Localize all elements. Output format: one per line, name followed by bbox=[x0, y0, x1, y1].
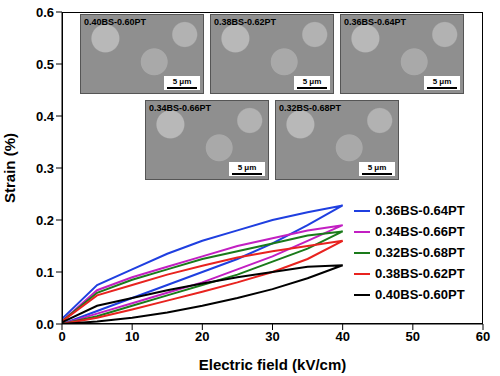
html-text:5 μm: 5 μm bbox=[432, 77, 452, 86]
html-text:0.38BS-0.62PT: 0.38BS-0.62PT bbox=[214, 17, 276, 27]
svg-text:0.3: 0.3 bbox=[36, 161, 54, 176]
svg-text:0.6: 0.6 bbox=[36, 5, 54, 20]
svg-text:0: 0 bbox=[58, 329, 65, 344]
svg-text:0.0: 0.0 bbox=[36, 317, 54, 332]
svg-text:40: 40 bbox=[335, 329, 349, 344]
html-text:5 μm: 5 μm bbox=[367, 163, 387, 172]
svg-text:0.2: 0.2 bbox=[36, 213, 54, 228]
html-text:5 μm: 5 μm bbox=[237, 163, 257, 172]
svg-text:Electric field (kV/cm): Electric field (kV/cm) bbox=[199, 356, 347, 373]
svg-text:30: 30 bbox=[265, 329, 279, 344]
html-text:0.40BS-0.60PT: 0.40BS-0.60PT bbox=[375, 287, 465, 302]
svg-text:0.1: 0.1 bbox=[36, 265, 54, 280]
html-text:0.32BS-0.68PT: 0.32BS-0.68PT bbox=[375, 245, 465, 260]
svg-text:0.4: 0.4 bbox=[36, 109, 55, 124]
html-text:0.36BS-0.64PT: 0.36BS-0.64PT bbox=[375, 203, 465, 218]
svg-text:Strain (%): Strain (%) bbox=[1, 133, 18, 203]
svg-text:60: 60 bbox=[476, 329, 490, 344]
svg-text:20: 20 bbox=[195, 329, 209, 344]
html-text:5 μm: 5 μm bbox=[172, 77, 192, 86]
html-text:0.34BS-0.66PT: 0.34BS-0.66PT bbox=[149, 103, 211, 113]
html-text:0.34BS-0.66PT: 0.34BS-0.66PT bbox=[375, 224, 465, 239]
svg-text:50: 50 bbox=[406, 329, 420, 344]
html-text:0.36BS-0.64PT: 0.36BS-0.64PT bbox=[344, 17, 406, 27]
svg-text:0.5: 0.5 bbox=[36, 57, 54, 72]
html-text:0.38BS-0.62PT: 0.38BS-0.62PT bbox=[375, 266, 465, 281]
html-text:0.32BS-0.68PT: 0.32BS-0.68PT bbox=[279, 103, 341, 113]
html-text:0.40BS-0.60PT: 0.40BS-0.60PT bbox=[84, 17, 146, 27]
svg-text:10: 10 bbox=[125, 329, 139, 344]
html-text:5 μm: 5 μm bbox=[302, 77, 322, 86]
